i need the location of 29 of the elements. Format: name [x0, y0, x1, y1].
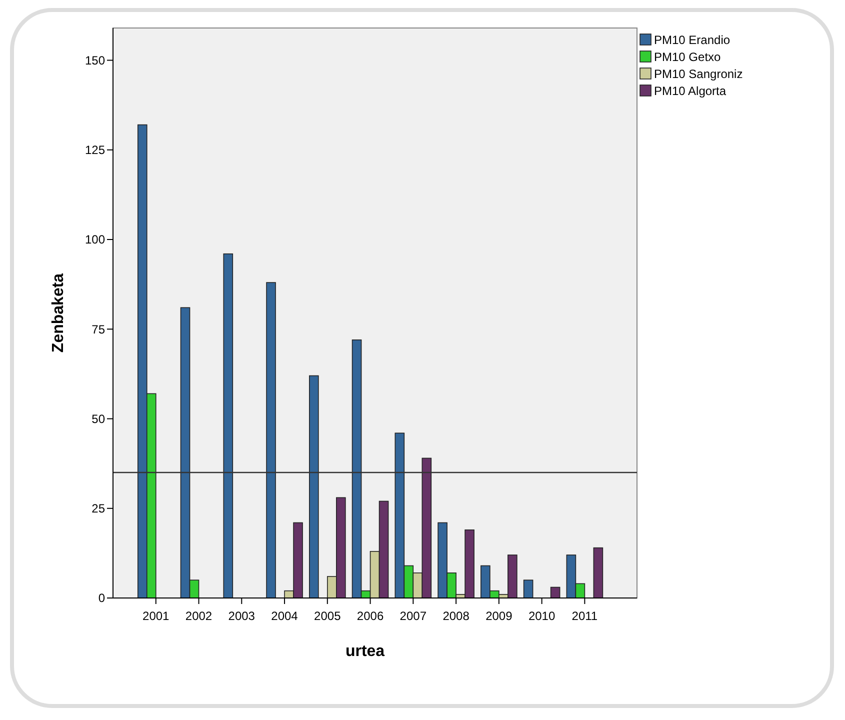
bar — [523, 580, 534, 598]
x-tick-label: 2004 — [271, 609, 298, 623]
y-tick-label: 0 — [98, 591, 106, 606]
legend-label: PM10 Erandio — [654, 33, 730, 47]
x-tick-label: 2009 — [486, 609, 513, 623]
x-tick-label: 2008 — [442, 609, 470, 623]
x-tick-label: 2002 — [185, 609, 212, 623]
legend-label: PM10 Algorta — [654, 84, 726, 98]
x-tick-label: 2005 — [314, 609, 342, 623]
y-tick-label: 150 — [84, 53, 106, 68]
bar — [223, 253, 234, 598]
x-tick-label: 2001 — [142, 609, 170, 623]
x-tick-label: 2007 — [400, 609, 427, 623]
y-axis-title: Zenbaketa — [50, 273, 67, 353]
bar — [593, 547, 604, 598]
y-tick-label: 25 — [92, 502, 106, 516]
x-axis-title: urtea — [345, 643, 385, 660]
y-tick-label: 100 — [84, 232, 106, 247]
legend-label: PM10 Sangroniz — [654, 67, 743, 81]
y-tick-label: 50 — [92, 412, 106, 426]
bar — [309, 375, 319, 598]
x-tick-label: 2006 — [356, 609, 384, 623]
x-tick-label: 2011 — [572, 609, 598, 623]
y-tick-label: 75 — [92, 322, 106, 336]
x-tick-label: 2010 — [528, 609, 556, 623]
x-tick-label: 2003 — [228, 609, 256, 623]
y-tick-label: 125 — [84, 143, 106, 158]
legend-label: PM10 Getxo — [654, 50, 722, 64]
bar — [266, 282, 276, 598]
